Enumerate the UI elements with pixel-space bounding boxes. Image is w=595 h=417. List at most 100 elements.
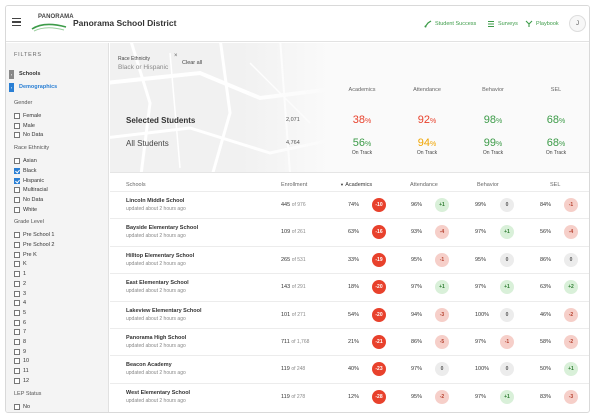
table-row[interactable]: West Elementary School updated about 2 ho… [110, 382, 589, 411]
filter-option[interactable]: Female [14, 112, 41, 120]
nav-playbook[interactable]: Playbook [525, 20, 559, 28]
checkbox-icon[interactable] [14, 290, 20, 297]
menu-icon[interactable] [12, 18, 21, 26]
col-header-attendance[interactable]: Attendance [410, 182, 438, 188]
filter-option[interactable]: 10 [14, 357, 29, 365]
filter-option[interactable]: Male [14, 122, 35, 130]
filter-option[interactable]: Multiracial [14, 186, 48, 194]
filter-option[interactable]: 7 [14, 328, 26, 336]
filter-option[interactable]: 6 [14, 319, 26, 327]
percent-sign: % [496, 141, 503, 148]
checkbox-icon[interactable] [14, 358, 20, 365]
filter-option[interactable]: Asian [14, 157, 37, 165]
checkbox-icon[interactable] [14, 232, 20, 239]
col-header-enrollment[interactable]: Enrollment [281, 182, 308, 188]
table-row[interactable]: Lincoln Middle School updated about 2 hou… [110, 191, 589, 219]
checkbox-icon[interactable] [14, 339, 20, 345]
checkbox-icon[interactable] [14, 368, 20, 375]
delta-badge: -3 [564, 389, 578, 404]
filter-value-a: Black [118, 64, 134, 71]
user-avatar[interactable]: J [569, 15, 586, 32]
checkbox-icon[interactable] [14, 196, 20, 203]
filter-option[interactable]: 9 [14, 348, 26, 356]
col-header-sel[interactable]: SEL [550, 182, 561, 188]
filter-option[interactable]: No [14, 403, 30, 411]
filter-option[interactable]: Hispanic [14, 177, 44, 185]
checkbox-checked-icon[interactable] [14, 177, 20, 184]
updated-timestamp: updated about 2 hours ago [126, 288, 186, 295]
close-icon[interactable]: × [174, 53, 178, 59]
checkbox-icon[interactable] [14, 377, 20, 384]
checkbox-icon[interactable] [14, 309, 20, 316]
filter-option[interactable]: K [14, 260, 27, 268]
checkbox-icon[interactable] [14, 300, 20, 307]
clear-all-link[interactable]: Clear all [182, 60, 203, 66]
delta-badge: +1 [564, 362, 578, 377]
checkbox-icon[interactable] [14, 403, 20, 410]
filter-option[interactable]: White [14, 206, 37, 214]
school-name[interactable]: East Elementary School [126, 280, 189, 287]
school-name[interactable]: Beacon Academy [126, 362, 172, 369]
school-name[interactable]: Lincoln Middle School [126, 198, 185, 204]
filter-option[interactable]: No Data [14, 196, 43, 204]
filter-option[interactable]: 3 [14, 290, 26, 298]
updated-timestamp: updated about 2 hours ago [126, 233, 186, 240]
school-name[interactable]: Panorama High School [126, 335, 187, 341]
checkbox-checked-icon[interactable] [14, 167, 20, 174]
metric-value: 97% [475, 339, 487, 345]
checkbox-icon[interactable] [14, 187, 20, 194]
summary-number: 99 [483, 137, 496, 149]
checkbox-icon[interactable] [14, 132, 20, 139]
filter-option[interactable]: 4 [14, 299, 26, 307]
panorama-logo[interactable]: PANORAMA [30, 13, 74, 35]
table-row[interactable]: Beacon Academy updated about 2 hours ago 1… [110, 355, 589, 383]
table-row[interactable]: East Elementary School updated about 2 ho… [110, 273, 589, 301]
filter-option[interactable]: Black [14, 167, 36, 175]
filter-chip-label: Race Ethnicity [118, 56, 150, 62]
nav-student-success[interactable]: Student Success [424, 20, 476, 28]
tab-schools[interactable]: › Schools [6, 69, 108, 80]
checkbox-icon[interactable] [14, 280, 20, 287]
filter-option[interactable]: 5 [14, 309, 26, 317]
metric-value: 74% [348, 202, 360, 208]
col-header-behavior[interactable]: Behavior [477, 182, 499, 188]
filter-option[interactable]: No Data [14, 131, 43, 139]
metric-value: 84% [540, 202, 552, 208]
enrollment-count: 119 [281, 366, 290, 373]
filter-option[interactable]: 1 [14, 270, 26, 278]
table-row[interactable]: Hilltop Elementary School updated about 2… [110, 245, 589, 274]
checkbox-icon[interactable] [14, 348, 20, 355]
percent-sign: % [496, 118, 503, 125]
checkbox-icon[interactable] [14, 251, 20, 258]
nav-surveys[interactable]: Surveys [487, 20, 518, 28]
table-row[interactable]: Bayside Elementary School updated about 2… [110, 218, 589, 246]
filter-option[interactable]: 2 [14, 280, 26, 288]
checkbox-icon[interactable] [14, 206, 20, 213]
checkbox-icon[interactable] [14, 113, 20, 119]
checkbox-icon[interactable] [14, 271, 20, 278]
filter-option[interactable]: Pre K [14, 251, 37, 259]
filter-option[interactable]: 12 [14, 377, 29, 385]
col-header-academics[interactable]: ▼ Academics [340, 182, 372, 188]
checkbox-icon[interactable] [14, 329, 20, 336]
checkbox-icon[interactable] [14, 242, 20, 248]
percent-sign: % [430, 118, 437, 125]
school-name[interactable]: Lakeview Elementary School [126, 307, 202, 314]
summary-number: 68 [546, 137, 559, 149]
checkbox-icon[interactable] [14, 122, 20, 129]
filter-option[interactable]: Pre School 1 [14, 231, 55, 239]
checkbox-icon[interactable] [14, 158, 20, 165]
table-row[interactable]: Panorama High School updated about 2 hour… [110, 328, 589, 356]
table-row[interactable]: Lakeview Elementary School updated about … [110, 300, 589, 329]
filter-option[interactable]: 8 [14, 338, 26, 346]
checkbox-icon[interactable] [14, 261, 20, 268]
filter-option[interactable]: Pre School 2 [14, 241, 55, 249]
filter-option-label: 1 [23, 271, 27, 278]
school-name[interactable]: West Elementary School [126, 389, 191, 396]
col-header-schools[interactable]: Schools [126, 182, 146, 188]
checkbox-icon[interactable] [14, 319, 20, 326]
school-name[interactable]: Hilltop Elementary School [126, 252, 195, 259]
tab-demographics[interactable]: › Demographics [6, 82, 108, 93]
school-name[interactable]: Bayside Elementary School [126, 225, 199, 232]
filter-option[interactable]: 11 [14, 367, 29, 375]
